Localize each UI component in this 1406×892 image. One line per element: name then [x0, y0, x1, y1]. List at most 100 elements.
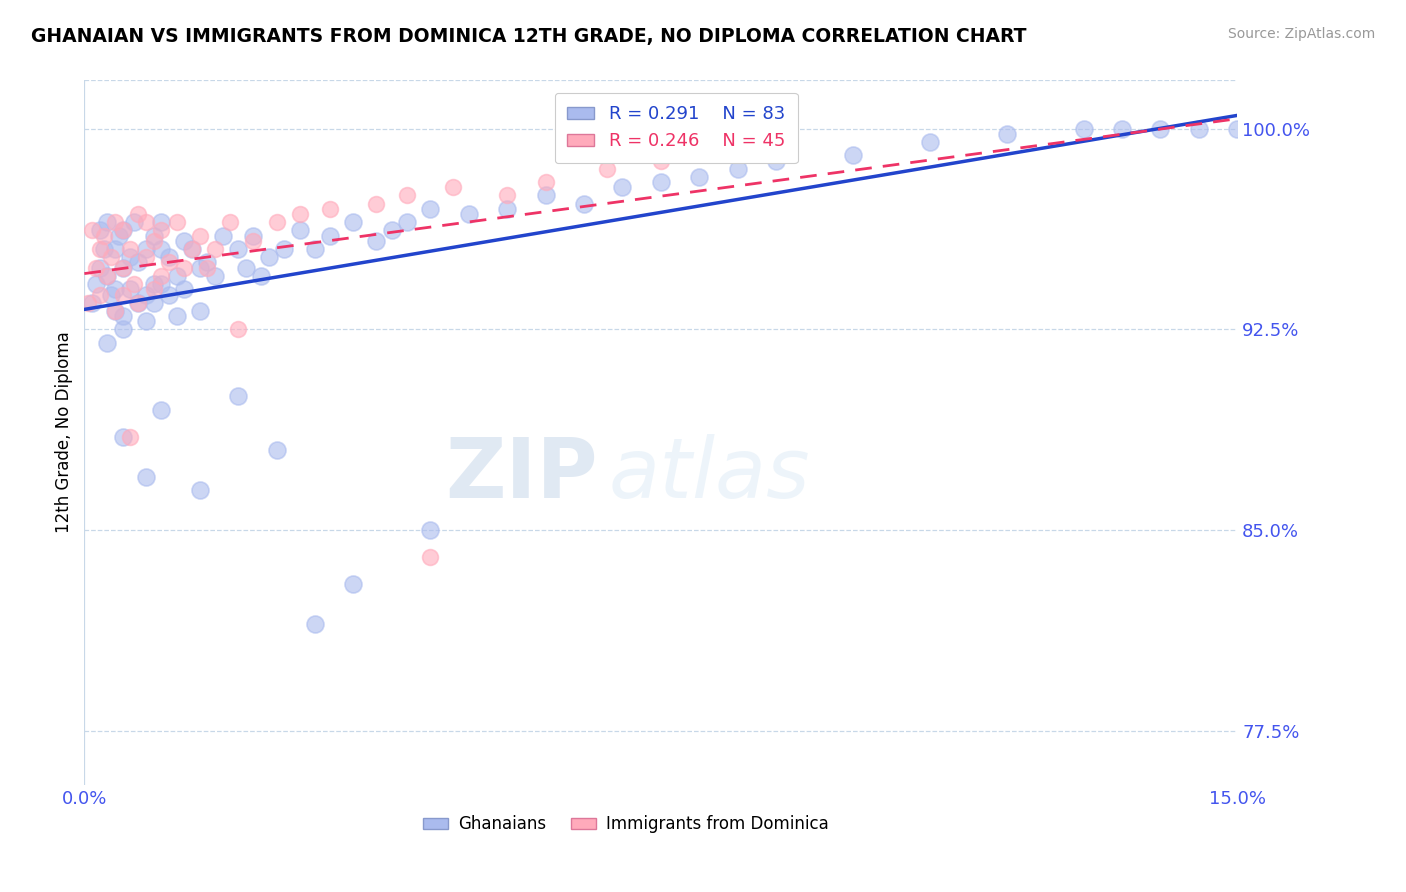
Point: [96, 268, 118, 283]
Point: [104, 282, 127, 296]
Point: [80, 295, 103, 310]
Point: [104, 242, 127, 256]
Point: [419, 202, 441, 216]
Point: [104, 303, 127, 318]
Point: [195, 255, 218, 269]
Point: [157, 287, 180, 301]
Point: [111, 223, 134, 237]
Point: [120, 242, 142, 256]
Point: [111, 309, 134, 323]
Point: [219, 215, 242, 229]
Point: [534, 188, 557, 202]
Point: [166, 215, 188, 229]
Point: [596, 161, 619, 176]
Point: [89, 242, 111, 256]
Point: [127, 207, 149, 221]
Point: [93, 242, 115, 256]
Point: [150, 242, 173, 256]
Point: [188, 228, 211, 243]
Point: [84, 277, 107, 291]
Point: [304, 617, 326, 632]
Point: [366, 196, 388, 211]
Point: [111, 430, 134, 444]
Point: [111, 322, 134, 336]
Point: [150, 268, 173, 283]
Point: [257, 250, 280, 264]
Point: [89, 223, 111, 237]
Point: [120, 282, 142, 296]
Point: [842, 148, 865, 162]
Point: [181, 242, 204, 256]
Point: [142, 277, 165, 291]
Point: [135, 287, 157, 301]
Point: [1226, 121, 1249, 136]
Point: [688, 169, 710, 184]
Point: [100, 287, 122, 301]
Point: [135, 250, 157, 264]
Point: [204, 268, 226, 283]
Point: [127, 255, 149, 269]
Point: [80, 223, 103, 237]
Point: [142, 234, 165, 248]
Text: atlas: atlas: [609, 434, 811, 516]
Point: [918, 135, 941, 149]
Point: [173, 282, 195, 296]
Text: GHANAIAN VS IMMIGRANTS FROM DOMINICA 12TH GRADE, NO DIPLOMA CORRELATION CHART: GHANAIAN VS IMMIGRANTS FROM DOMINICA 12T…: [31, 27, 1026, 45]
Point: [127, 295, 149, 310]
Point: [1073, 121, 1095, 136]
Point: [496, 202, 519, 216]
Point: [419, 524, 441, 538]
Point: [366, 234, 388, 248]
Point: [188, 303, 211, 318]
Point: [135, 242, 157, 256]
Point: [342, 215, 364, 229]
Point: [96, 268, 118, 283]
Point: [650, 153, 672, 168]
Point: [572, 196, 595, 211]
Point: [96, 335, 118, 350]
Point: [124, 277, 146, 291]
Legend: Ghanaians, Immigrants from Dominica: Ghanaians, Immigrants from Dominica: [416, 809, 835, 840]
Point: [124, 215, 146, 229]
Point: [166, 268, 188, 283]
Point: [89, 260, 111, 275]
Point: [396, 188, 419, 202]
Point: [135, 470, 157, 484]
Point: [166, 309, 188, 323]
Point: [419, 550, 441, 565]
Point: [381, 223, 404, 237]
Point: [157, 250, 180, 264]
Point: [111, 260, 134, 275]
Point: [242, 234, 264, 248]
Point: [288, 207, 311, 221]
Point: [534, 175, 557, 189]
Point: [157, 255, 180, 269]
Point: [496, 188, 519, 202]
Point: [195, 260, 218, 275]
Point: [211, 228, 233, 243]
Point: [142, 295, 165, 310]
Point: [188, 483, 211, 498]
Point: [612, 180, 634, 194]
Point: [441, 180, 464, 194]
Point: [1111, 121, 1133, 136]
Point: [396, 215, 419, 229]
Point: [135, 314, 157, 328]
Point: [84, 260, 107, 275]
Point: [188, 260, 211, 275]
Point: [127, 295, 149, 310]
Point: [181, 242, 204, 256]
Point: [304, 242, 326, 256]
Point: [342, 577, 364, 591]
Point: [89, 287, 111, 301]
Point: [319, 202, 342, 216]
Point: [135, 215, 157, 229]
Point: [150, 402, 173, 417]
Point: [173, 260, 195, 275]
Point: [150, 215, 173, 229]
Point: [319, 228, 342, 243]
Point: [142, 282, 165, 296]
Point: [273, 242, 295, 256]
Point: [1188, 121, 1211, 136]
Point: [96, 215, 118, 229]
